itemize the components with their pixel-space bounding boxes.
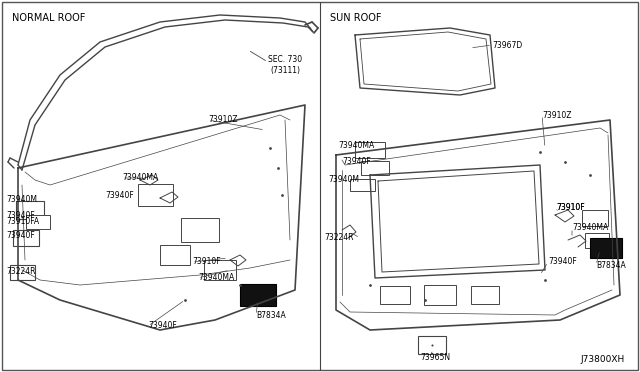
Bar (16, 201, 44, 219)
Text: 73940MA: 73940MA (122, 173, 158, 183)
Text: 73940F: 73940F (105, 190, 134, 199)
Bar (349, 179, 374, 191)
Text: B7834A: B7834A (596, 260, 626, 269)
Bar (10, 264, 35, 279)
Text: 73910FA: 73910FA (6, 218, 39, 227)
Bar (240, 284, 276, 306)
Text: 73940F: 73940F (548, 257, 577, 266)
Bar (26, 215, 50, 229)
Text: 73940MA: 73940MA (338, 141, 374, 150)
Bar (13, 230, 39, 246)
Text: 73940M: 73940M (328, 176, 359, 185)
Text: B7834A: B7834A (256, 311, 285, 320)
Bar (380, 286, 410, 304)
Text: (73111): (73111) (270, 65, 300, 74)
Bar (590, 238, 622, 258)
Text: NORMAL ROOF: NORMAL ROOF (12, 13, 85, 23)
Bar (424, 285, 456, 305)
Text: 73940F: 73940F (6, 231, 35, 240)
Text: 73940M: 73940M (6, 196, 37, 205)
Text: SUN ROOF: SUN ROOF (330, 13, 381, 23)
Bar (355, 142, 385, 158)
Text: 73910F: 73910F (556, 202, 584, 212)
Bar (160, 245, 190, 265)
Bar (361, 161, 389, 175)
Bar (418, 336, 446, 354)
Text: 73965N: 73965N (420, 353, 450, 362)
Text: 73910F: 73910F (192, 257, 221, 266)
Text: 73940F: 73940F (6, 211, 35, 219)
Text: 73910F: 73910F (556, 202, 584, 212)
Bar (138, 184, 173, 206)
Text: 73910Z: 73910Z (208, 115, 237, 125)
Bar (181, 218, 219, 242)
Text: SEC. 730: SEC. 730 (268, 55, 302, 64)
Text: 73940F: 73940F (342, 157, 371, 167)
Text: 73940F: 73940F (148, 321, 177, 330)
Text: 73224R: 73224R (324, 234, 353, 243)
Text: 73940MA: 73940MA (572, 224, 608, 232)
Text: 73224R: 73224R (6, 267, 35, 276)
Text: 73940MA: 73940MA (198, 273, 234, 282)
Bar (471, 286, 499, 304)
Text: 73910Z: 73910Z (542, 110, 572, 119)
Bar (585, 232, 609, 247)
Text: 73967D: 73967D (492, 41, 522, 49)
Bar (582, 210, 608, 226)
Text: J73800XH: J73800XH (580, 356, 625, 365)
Bar (204, 260, 236, 280)
